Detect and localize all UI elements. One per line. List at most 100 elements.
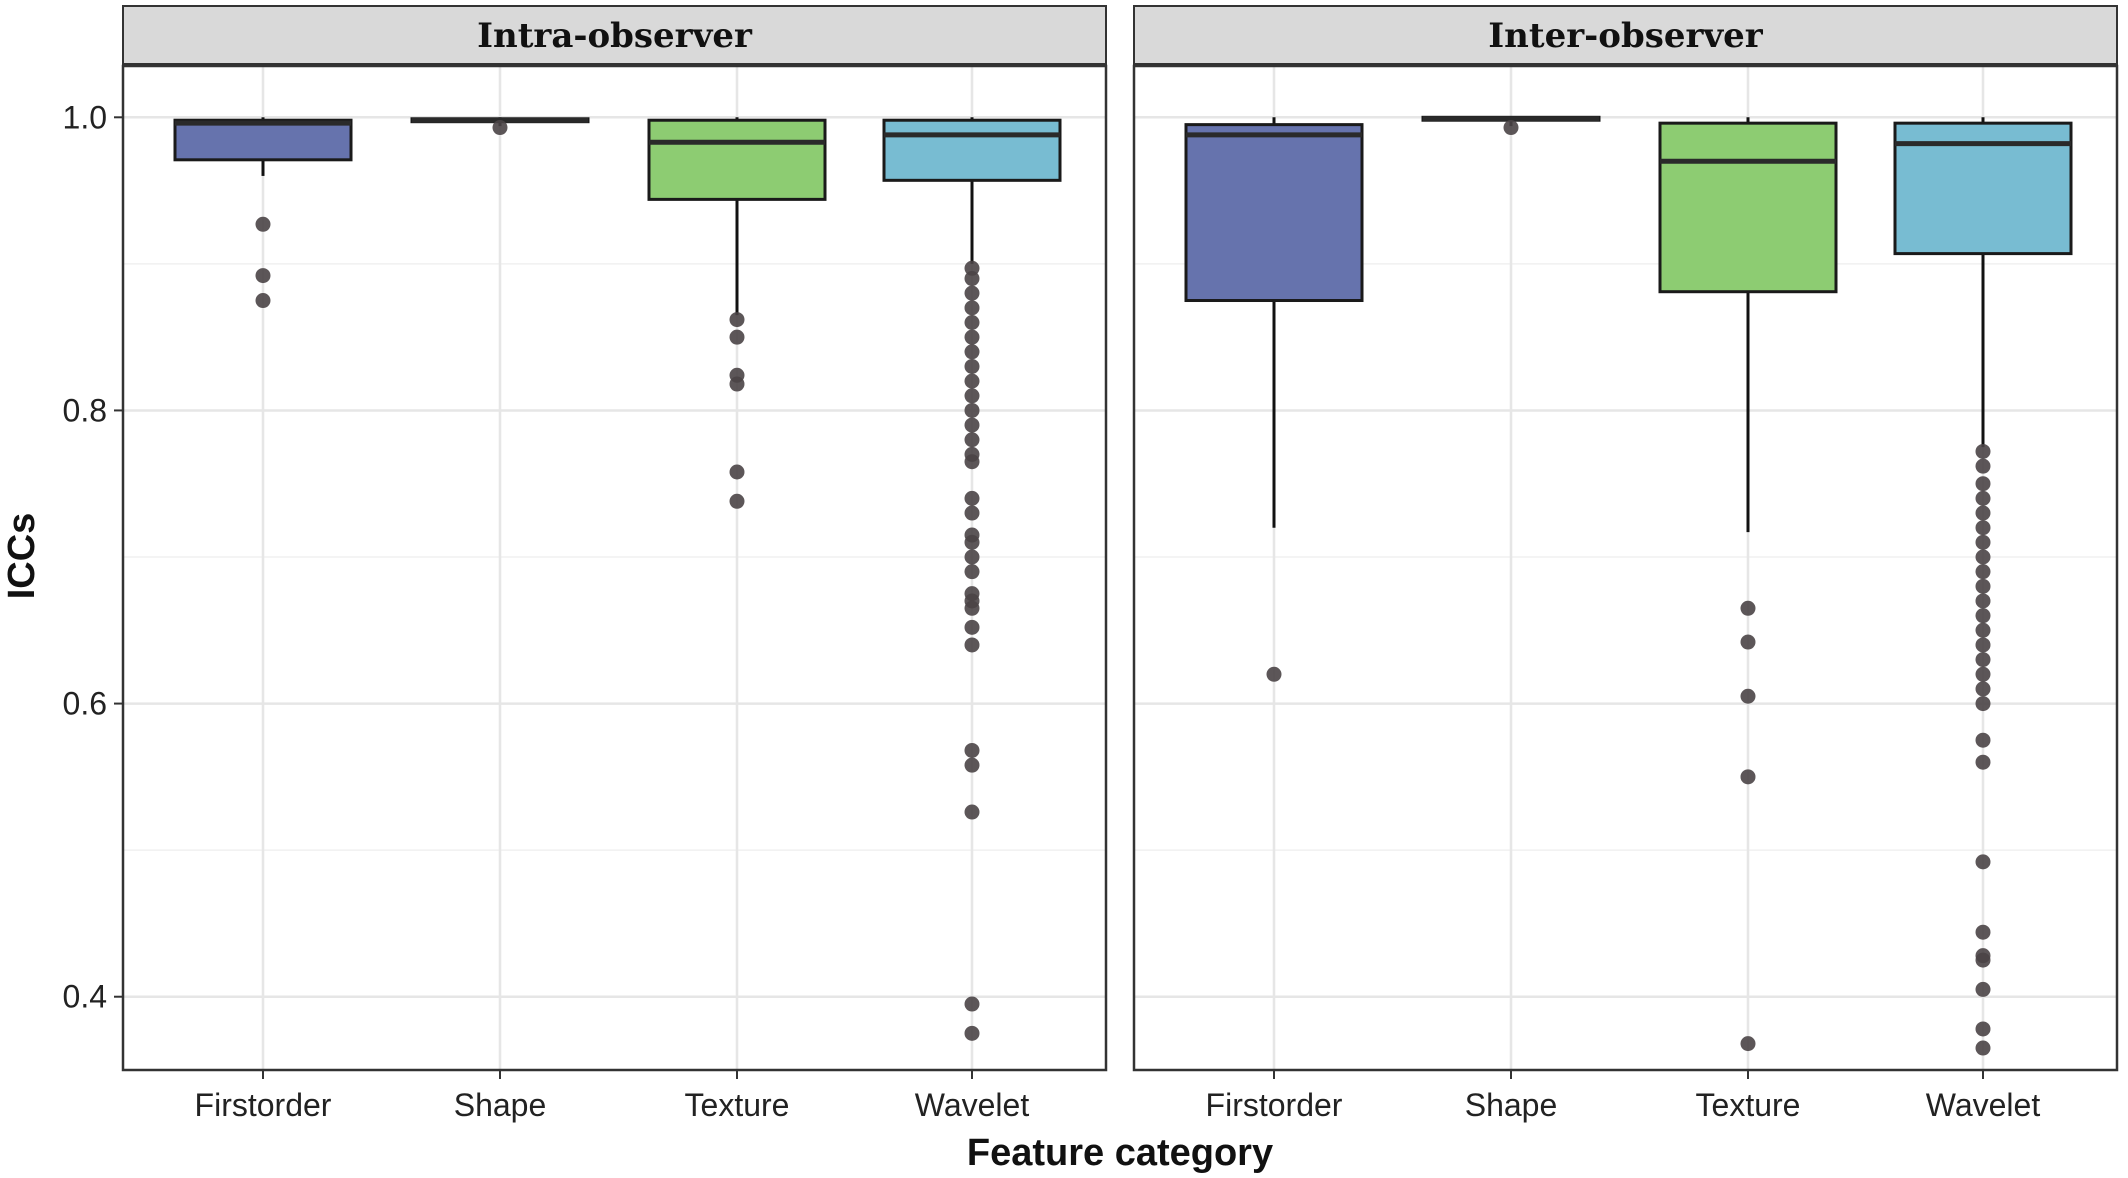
outlier-point [964, 329, 980, 345]
outlier-point [1975, 854, 1991, 870]
box-texture [647, 117, 827, 509]
outlier-point [1975, 476, 1991, 492]
outlier-point [964, 619, 980, 635]
outlier-point [729, 376, 745, 392]
panel-inter-observer: Inter-observer Firstorder Shape Texture Wave… [1132, 5, 2119, 1123]
outlier-point [964, 1025, 980, 1041]
outlier-point [964, 505, 980, 521]
x-tick-label: Wavelet [1926, 1087, 2041, 1123]
outlier-point [1975, 505, 1991, 521]
outlier-point [1740, 769, 1756, 785]
outlier-point [1975, 1040, 1991, 1056]
x-tick-label: Shape [1465, 1087, 1558, 1123]
outlier-point [492, 120, 508, 136]
outlier-point [964, 285, 980, 301]
outlier-point [255, 216, 271, 232]
outlier-point [1740, 1036, 1756, 1052]
facet-panels: Intra-observer Firstorder Shape Texture Wave… [121, 5, 2119, 1123]
outlier-point [1975, 564, 1991, 580]
outlier-point [1975, 652, 1991, 668]
outlier-point [729, 493, 745, 509]
y-tick-label: 0.6 [63, 686, 107, 722]
outlier-point [1975, 666, 1991, 682]
outlier-point [729, 329, 745, 345]
outlier-point [964, 314, 980, 330]
outlier-point [964, 804, 980, 820]
outlier-point [1975, 924, 1991, 940]
outlier-point [964, 417, 980, 433]
outlier-point [1975, 608, 1991, 624]
outlier-point [1975, 681, 1991, 697]
x-tick-label: Shape [454, 1087, 547, 1123]
outlier-point [964, 454, 980, 470]
outlier-point [1503, 120, 1519, 136]
box-body [173, 118, 353, 162]
facet-strip-title: Intra-observer [477, 16, 753, 56]
outlier-point [1740, 600, 1756, 616]
outlier-point [1975, 732, 1991, 748]
box-shape [410, 117, 590, 136]
outlier-point [964, 300, 980, 316]
box-firstorder [173, 117, 353, 309]
outlier-point [1975, 637, 1991, 653]
panel-border [121, 64, 1108, 1072]
outlier-point [1975, 952, 1991, 968]
outlier-point [1266, 666, 1282, 682]
box-firstorder [1184, 117, 1364, 682]
plot-background [123, 66, 1106, 1070]
outlier-point [964, 490, 980, 506]
outlier-point [1975, 981, 1991, 997]
outlier-point [1975, 458, 1991, 474]
box-body [647, 118, 827, 201]
outlier-point [964, 637, 980, 653]
panel-intra-observer: Intra-observer Firstorder Shape Texture Wave… [121, 5, 1108, 1123]
outlier-point [729, 464, 745, 480]
outlier-point [964, 260, 980, 276]
facet-strip [1133, 5, 2118, 65]
x-axis-title: Feature category [967, 1132, 1273, 1174]
box-shape [1421, 115, 1601, 136]
x-tick-label: Texture [1696, 1087, 1801, 1123]
outlier-point [1975, 593, 1991, 609]
y-axis: 0.4 0.6 0.8 1.0 [63, 99, 123, 1015]
outlier-point [964, 358, 980, 374]
outlier-point [1740, 634, 1756, 650]
outlier-point [1975, 549, 1991, 565]
panel-border [1132, 64, 2119, 1072]
outlier-point [964, 996, 980, 1012]
box-body [882, 118, 1062, 182]
facet-strip-title: Inter-observer [1488, 16, 1764, 56]
outlier-point [255, 268, 271, 284]
x-tick-label: Wavelet [915, 1087, 1030, 1123]
outlier-point [964, 549, 980, 565]
outlier-point [964, 564, 980, 580]
outlier-point [1975, 696, 1991, 712]
outlier-point [964, 271, 980, 287]
outlier-point [964, 432, 980, 448]
box-texture [1658, 117, 1838, 1052]
box-wavelet [1893, 117, 2073, 1056]
outlier-point [1975, 443, 1991, 459]
outlier-point [964, 600, 980, 616]
y-tick-label: 0.4 [63, 979, 107, 1015]
outlier-point [964, 344, 980, 360]
box-body [1184, 123, 1364, 303]
outlier-point [255, 293, 271, 309]
outlier-point [964, 388, 980, 404]
outlier-point [1975, 1021, 1991, 1037]
y-axis-title: ICCs [1, 513, 43, 600]
x-tick-label: Firstorder [195, 1087, 332, 1123]
facet-strip [122, 5, 1107, 65]
outlier-point [964, 534, 980, 550]
outlier-point [1740, 688, 1756, 704]
outlier-point [1975, 520, 1991, 536]
outlier-point [964, 373, 980, 389]
outlier-point [1975, 578, 1991, 594]
outlier-point [964, 402, 980, 418]
outlier-point [964, 757, 980, 773]
x-tick-label: Firstorder [1206, 1087, 1343, 1123]
box-body [1658, 121, 1838, 294]
box-wavelet [882, 117, 1062, 1041]
outlier-point [729, 312, 745, 328]
